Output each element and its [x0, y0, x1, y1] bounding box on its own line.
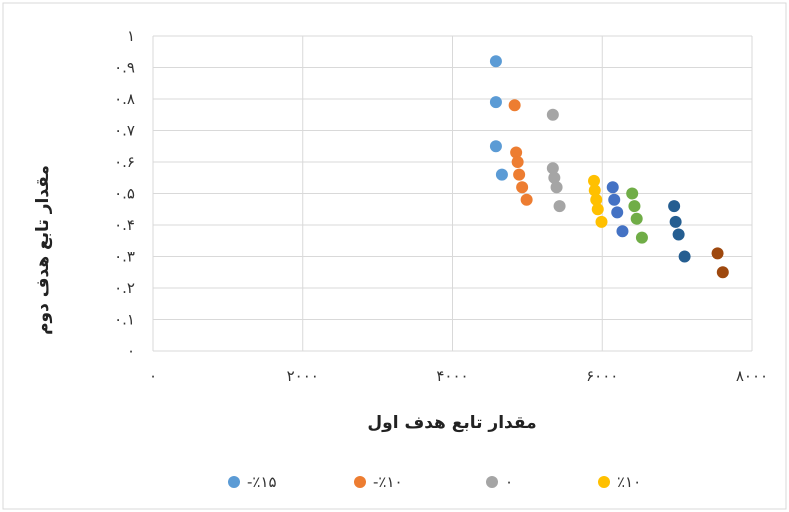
data-point [711, 247, 724, 260]
data-point [495, 168, 508, 181]
data-point [548, 171, 561, 184]
x-tick-label: ۸۰۰۰ [736, 367, 768, 385]
data-point [626, 187, 639, 200]
data-point [616, 225, 629, 238]
data-point [672, 228, 685, 241]
data-point [669, 215, 682, 228]
x-tick-label: ۰ [149, 367, 157, 385]
legend-label: ۰ [505, 473, 513, 491]
y-tick-label: ۰.۴ [114, 216, 135, 234]
legend: -٪۱۵ -٪۱۰ ۰ ٪۱۰ [228, 473, 641, 491]
legend-label: ٪۱۰ [617, 473, 641, 491]
y-tick-labels: ۰ ۰.۱ ۰.۲ ۰.۳ ۰.۴ ۰.۵ ۰.۶ ۰.۷ ۰.۸ ۰.۹ ۱ [114, 27, 135, 360]
data-point [608, 193, 621, 206]
data-point [716, 266, 729, 279]
data-point [489, 96, 502, 109]
data-point [635, 231, 648, 244]
y-tick-label: ۱ [127, 27, 135, 45]
data-point [508, 99, 521, 112]
data-point [516, 181, 529, 194]
data-point [668, 200, 681, 213]
legend-marker [228, 476, 240, 488]
y-axis-title: مقدار تابع هدف دوم [33, 165, 53, 335]
data-point [630, 212, 643, 225]
y-tick-label: ۰.۹ [114, 59, 135, 77]
data-point [588, 184, 601, 197]
legend-marker [486, 476, 498, 488]
gridlines [152, 35, 753, 352]
data-point [590, 193, 603, 206]
data-point [611, 206, 624, 219]
y-tick-label: ۰ [127, 342, 135, 360]
data-point [520, 193, 533, 206]
data-point [595, 215, 608, 228]
data-point [489, 55, 502, 68]
x-tick-label: ۴۰۰۰ [436, 367, 468, 385]
data-point [511, 156, 524, 168]
data-point [678, 250, 691, 263]
data-point [546, 108, 559, 121]
data-point [513, 168, 526, 181]
legend-label: -٪۱۵ [247, 473, 277, 491]
data-point [550, 181, 563, 194]
x-tick-labels: ۰ ۲۰۰۰ ۴۰۰۰ ۶۰۰۰ ۸۰۰۰ [149, 367, 768, 385]
y-tick-label: ۰.۳ [114, 248, 135, 266]
data-point [606, 181, 619, 194]
y-tick-label: ۰.۸ [114, 90, 135, 108]
legend-marker [354, 476, 366, 488]
y-tick-label: ۰.۵ [114, 185, 135, 203]
data-point [588, 174, 601, 187]
data-point [591, 203, 604, 216]
data-point [510, 146, 523, 159]
x-tick-label: ۶۰۰۰ [586, 367, 618, 385]
data-points [489, 55, 729, 279]
data-point [546, 162, 559, 175]
data-point [628, 200, 641, 213]
data-point [553, 200, 566, 213]
legend-marker [598, 476, 610, 488]
data-point [489, 140, 502, 153]
y-tick-label: ۰.۱ [114, 311, 135, 329]
legend-label: -٪۱۰ [373, 473, 403, 491]
y-tick-label: ۰.۷ [114, 122, 135, 140]
x-tick-label: ۲۰۰۰ [287, 367, 319, 385]
y-tick-label: ۰.۶ [114, 153, 135, 171]
x-axis-title: مقدار تابع هدف اول [367, 413, 536, 433]
y-tick-label: ۰.۲ [114, 279, 135, 297]
